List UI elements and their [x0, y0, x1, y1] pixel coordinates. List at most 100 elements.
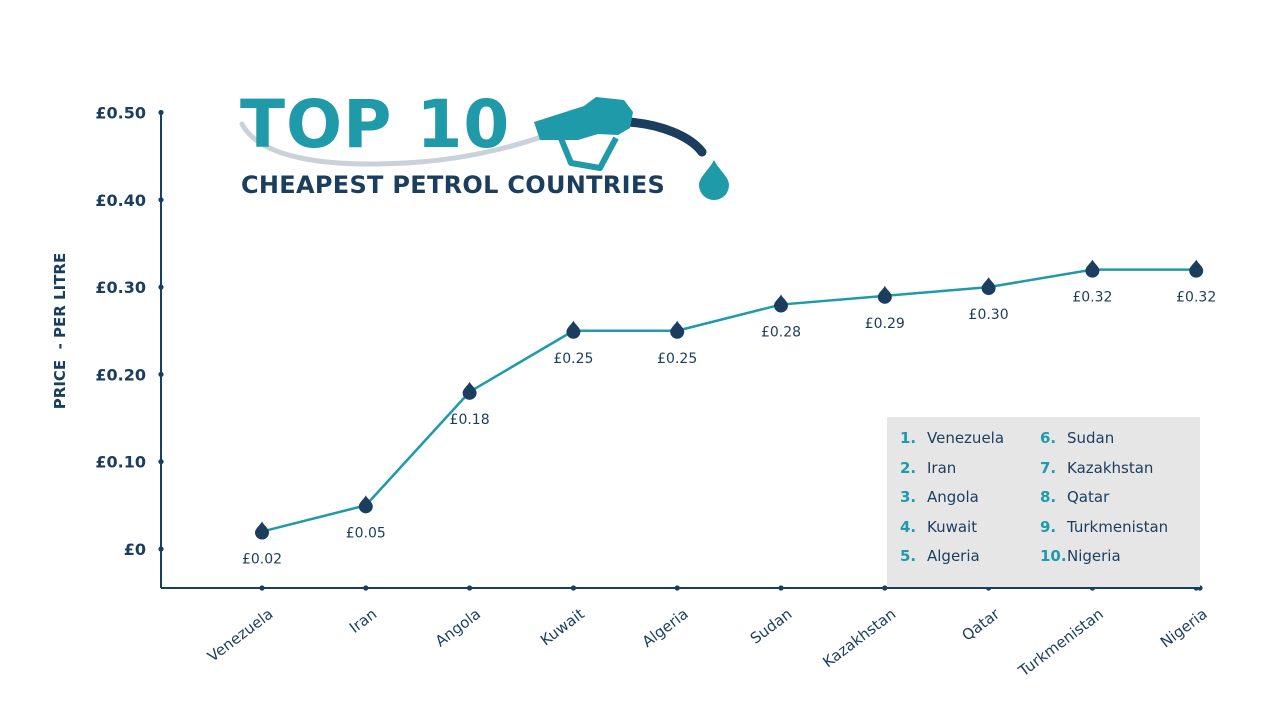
fuel-drop-marker — [877, 285, 892, 304]
data-labels: £0.02 £0.05 £0.18 £0.25 £0.25 £0.28 £0.29 £0.30… — [242, 290, 1216, 568]
fuel-drop-marker — [670, 320, 685, 339]
rank-number: 1. — [900, 429, 917, 447]
data-label: £0.02 — [242, 552, 282, 568]
rank-number: 7. — [1040, 458, 1057, 477]
nozzle-body — [534, 97, 633, 140]
ranking-column-2: 6. Sudan 7. Kazakhstan 8. Qatar 9. Turkmenis… — [1040, 427, 1168, 575]
data-label: £0.32 — [1072, 290, 1112, 306]
rank-item: 6. Sudan — [1040, 427, 1168, 457]
rank-country: Sudan — [1067, 429, 1115, 447]
data-markers — [255, 259, 1204, 540]
x-axis-ticks: Venezuela Iran Angola Kuwait Algeria Sudan Kaz… — [204, 585, 1211, 681]
x-tick-label: Sudan — [747, 605, 796, 648]
y-tick-dot — [158, 371, 164, 377]
fuel-drop-marker — [1085, 259, 1100, 278]
y-tick-dot — [158, 109, 164, 116]
rank-number: 9. — [1040, 517, 1057, 536]
x-tick-label: Kazakhstan — [819, 605, 899, 671]
x-tick-dot — [674, 585, 680, 591]
rank-item: 1. Venezuela — [900, 427, 1004, 457]
rank-country: Kazakhstan — [1067, 458, 1154, 477]
fuel-drop-marker — [566, 320, 581, 339]
rank-item: 2. Iran — [900, 457, 1004, 487]
rank-number: 10. — [1040, 547, 1067, 565]
rank-number: 3. — [900, 488, 917, 506]
y-tick-dot — [158, 459, 164, 465]
fuel-drop-marker — [255, 521, 269, 540]
data-label: £0.29 — [865, 316, 905, 332]
fuel-nozzle-icon — [534, 97, 729, 200]
y-tick-label: £0.30 — [95, 278, 146, 297]
rank-country: Turkmenistan — [1067, 517, 1169, 536]
rank-number: 5. — [900, 547, 917, 565]
x-tick-dot — [882, 585, 888, 591]
fuel-drop-marker — [774, 294, 788, 313]
x-tick-label: Qatar — [958, 604, 1003, 644]
data-label: £0.25 — [553, 351, 593, 367]
x-tick-dot — [259, 585, 265, 591]
x-tick-label: Nigeria — [1157, 605, 1211, 652]
rank-item: 7. Kazakhstan — [1040, 457, 1168, 487]
y-tick-label: £0 — [124, 540, 146, 559]
y-tick-label: £0.20 — [95, 365, 146, 384]
nozzle-trigger-guard — [557, 134, 619, 171]
data-label: £0.32 — [1176, 290, 1216, 306]
x-tick-dot — [363, 585, 369, 591]
rank-country: Kuwait — [927, 517, 978, 536]
title-top: TOP 10 — [240, 86, 511, 163]
rank-country: Iran — [927, 458, 957, 477]
rank-country: Qatar — [1067, 488, 1110, 506]
fuel-drop-marker — [358, 495, 373, 514]
rank-number: 6. — [1040, 429, 1057, 447]
rank-item: 3. Angola — [900, 486, 1004, 516]
y-axis-ticks: £0.50 £0.40 £0.30 £0.20 £0.10 £0 — [95, 104, 164, 559]
x-tick-dot — [570, 585, 577, 591]
fuel-drop-marker — [981, 277, 996, 296]
fuel-drop-icon — [699, 160, 729, 200]
rank-number: 8. — [1040, 488, 1057, 506]
rank-country: Nigeria — [1067, 547, 1121, 565]
x-tick-dot — [467, 585, 473, 591]
fuel-drop-marker — [462, 381, 477, 400]
y-tick-label: £0.50 — [95, 104, 146, 123]
x-tick-label: Iran — [346, 605, 380, 637]
rank-item: 9. Turkmenistan — [1040, 516, 1168, 546]
swoosh-curve — [239, 121, 563, 167]
title-decoration — [239, 97, 729, 200]
x-tick-label: Kuwait — [537, 605, 588, 650]
data-label: £0.18 — [450, 412, 490, 428]
data-label: £0.28 — [761, 325, 801, 341]
rank-country: Angola — [927, 488, 979, 506]
y-tick-dot — [158, 546, 164, 552]
y-axis-title: PRICE - PER LITRE — [51, 252, 69, 410]
y-tick-dot — [158, 284, 164, 290]
axes — [160, 112, 1200, 589]
chart-subtitle: CHEAPEST PETROL COUNTRIES — [241, 171, 666, 199]
rank-country: Algeria — [927, 547, 980, 565]
ranking-column-1: 1. Venezuela 2. Iran 3. Angola 4. Kuwait 5. A… — [900, 427, 1004, 575]
x-tick-dot — [778, 585, 784, 591]
rank-item: 5. Algeria — [900, 545, 1004, 575]
rank-country: Venezuela — [927, 429, 1005, 447]
data-label: £0.05 — [346, 525, 386, 541]
price-series — [261, 268, 1197, 533]
data-label: £0.30 — [969, 307, 1009, 323]
y-tick-dot — [158, 197, 164, 203]
data-label: £0.25 — [657, 351, 697, 367]
fuel-hose — [623, 117, 707, 157]
x-tick-label: Turkmenistan — [1014, 605, 1106, 681]
series-line — [261, 268, 1197, 533]
rank-item: 8. Qatar — [1040, 486, 1168, 516]
ranking-list-panel: 1. Venezuela 2. Iran 3. Angola 4. Kuwait 5. A… — [887, 417, 1200, 587]
rank-number: 2. — [900, 458, 917, 477]
fuel-drop-marker — [1189, 259, 1204, 278]
x-tick-label: Algeria — [639, 605, 692, 651]
y-tick-label: £0.10 — [95, 453, 146, 472]
rank-item: 10.Nigeria — [1040, 545, 1168, 575]
rank-number: 4. — [900, 517, 917, 536]
y-tick-label: £0.40 — [95, 191, 146, 210]
x-tick-label: Angola — [432, 605, 484, 651]
x-tick-label: Venezuela — [204, 605, 276, 666]
rank-item: 4. Kuwait — [900, 516, 1004, 546]
